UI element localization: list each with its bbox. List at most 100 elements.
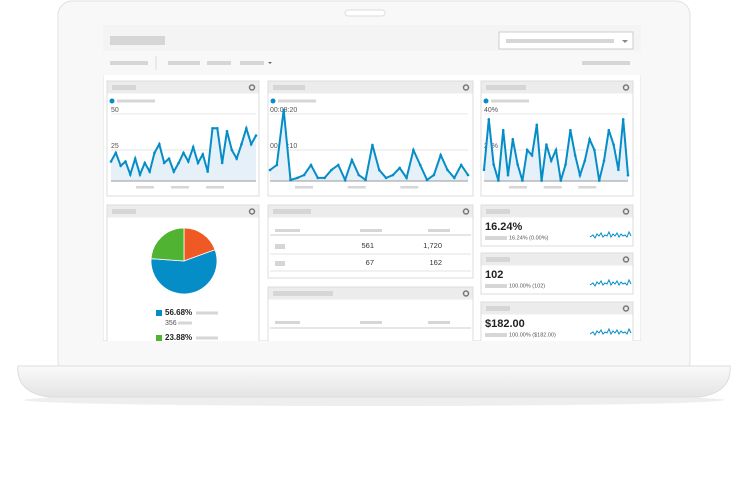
placeholder [578,186,597,189]
point [459,163,463,167]
point [593,148,596,152]
point [343,178,347,182]
point [133,157,137,160]
point [621,118,625,121]
point [119,164,122,168]
table-cell: 1,720 [423,241,442,250]
point [296,176,299,180]
point [350,158,354,162]
point [289,178,292,182]
point [602,159,606,163]
point [182,151,185,155]
placeholder [275,261,285,266]
placeholder [347,186,366,189]
settings-icon [622,84,630,91]
placeholder [509,186,527,189]
point [466,173,470,177]
table-cell: 162 [429,258,442,267]
placeholder [273,291,333,296]
placeholder [400,186,419,189]
point [177,161,180,165]
widget-header [107,81,259,94]
point [364,178,367,182]
placeholder [275,229,300,232]
settings-icon [622,305,630,312]
legend-dot [483,98,489,104]
point [309,163,313,167]
placeholder [360,321,382,324]
scorecard-value: 16.24% [485,221,523,233]
legend-dot [270,98,276,104]
point [549,159,553,163]
pie-slice [183,227,216,262]
placeholder [112,85,136,90]
point [559,179,563,182]
scorecard-detail: 16.24% (0.00%) [509,235,549,241]
point [425,178,429,182]
sparkline [589,327,632,336]
placeholder [486,209,510,214]
placeholder [206,186,224,189]
point [245,127,248,130]
y-tick-label: 25 [111,143,119,150]
placeholder [196,311,218,315]
point [302,173,306,177]
point [114,151,118,155]
point [545,143,548,146]
point [418,163,422,167]
point [129,173,132,176]
settings-icon [248,84,256,91]
point [521,179,524,182]
placeholder [295,186,313,189]
point [626,173,630,177]
placeholder [485,236,507,240]
point [196,161,200,165]
legend-label: 56.68% [165,308,192,317]
placeholder [136,186,154,189]
placeholder [117,99,155,103]
point [124,160,127,163]
point [525,148,529,152]
point [564,163,567,166]
point [569,128,572,132]
table-cell: 561 [361,241,374,250]
point [158,142,161,146]
placeholder [275,321,300,324]
legend-dot [109,98,115,104]
legend-swatch [156,310,162,316]
screen: 255000:04:1000:08:2020%40%56.68%35623.88… [103,25,641,341]
placeholder [486,257,510,262]
point [336,163,340,167]
point [446,168,449,172]
placeholder [486,85,526,90]
point [516,163,519,166]
point [554,148,558,152]
point [492,163,495,166]
point [211,127,214,130]
point [249,142,253,146]
widget-header [107,205,259,218]
settings-icon [462,84,470,91]
point [540,179,543,182]
placeholder [278,99,316,103]
pie-slice [150,249,218,295]
point [511,137,515,141]
table-cell: 67 [366,258,374,267]
placeholder [486,306,510,311]
placeholder [491,99,529,103]
widget-header [481,253,633,266]
point [482,168,486,172]
point [275,163,279,167]
point [357,173,361,177]
settings-icon [462,290,470,297]
point [220,161,224,165]
point [487,118,491,121]
placeholder [360,229,382,232]
point [230,148,234,152]
legend-swatch [156,335,162,341]
point [432,173,436,177]
point [153,151,156,155]
settings-icon [248,208,256,215]
point [530,154,534,157]
